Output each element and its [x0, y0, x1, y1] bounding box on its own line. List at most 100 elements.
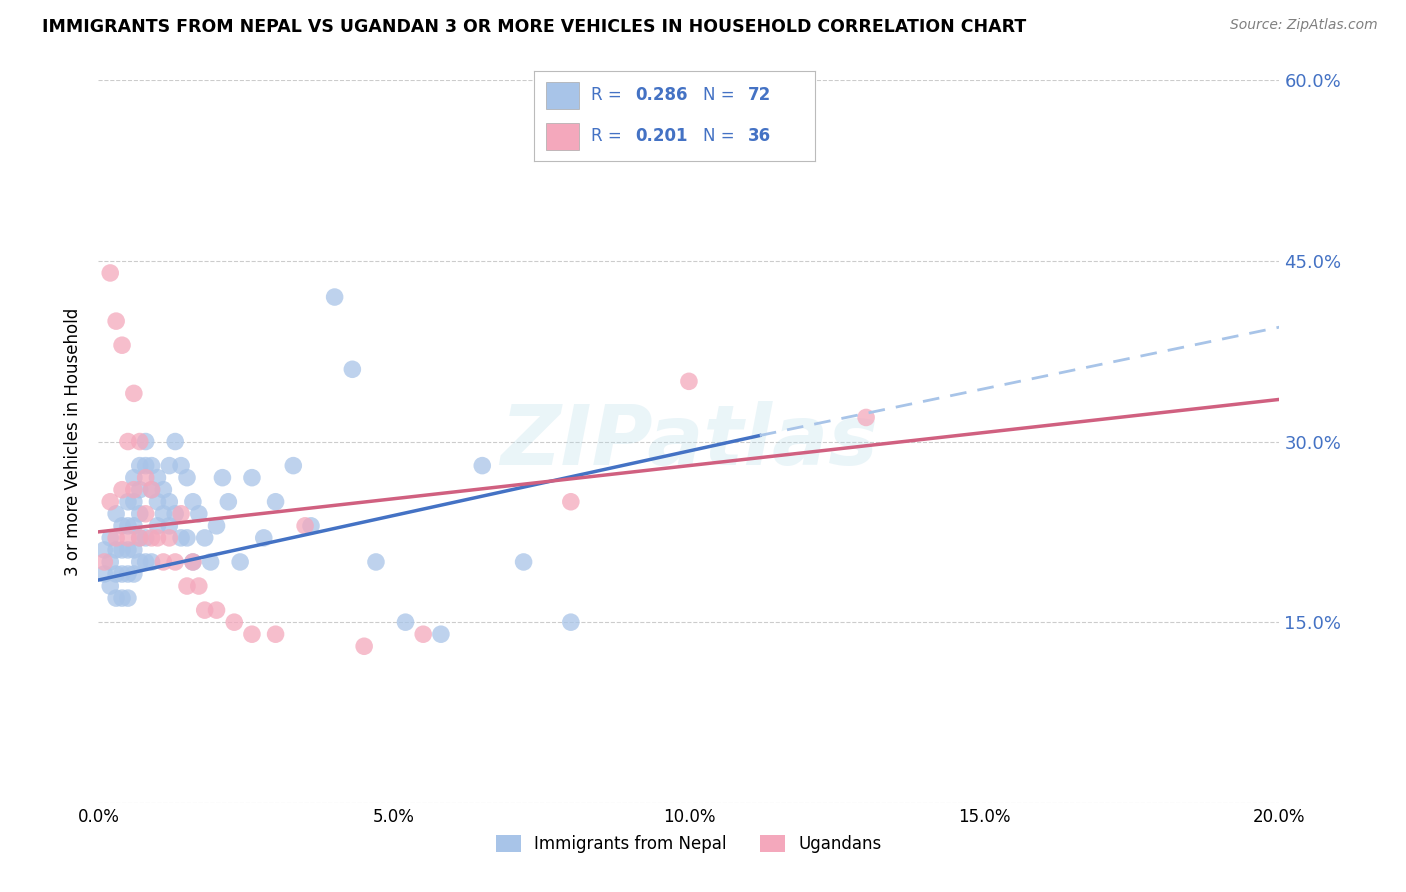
Text: Source: ZipAtlas.com: Source: ZipAtlas.com	[1230, 18, 1378, 32]
Y-axis label: 3 or more Vehicles in Household: 3 or more Vehicles in Household	[65, 308, 83, 575]
Point	[93, 567, 115, 582]
Point	[205, 603, 228, 617]
Point	[128, 507, 150, 521]
Point	[211, 470, 233, 484]
FancyBboxPatch shape	[546, 82, 579, 109]
Point	[117, 531, 139, 545]
Point	[141, 483, 163, 497]
Text: 0.201: 0.201	[636, 128, 688, 145]
Point	[135, 470, 157, 484]
Point	[342, 362, 364, 376]
Point	[117, 591, 139, 605]
Point	[560, 615, 582, 630]
Point	[187, 579, 209, 593]
Point	[128, 458, 150, 473]
Point	[105, 507, 128, 521]
Point	[117, 567, 139, 582]
Point	[122, 470, 145, 484]
Point	[323, 290, 346, 304]
Point	[240, 627, 263, 641]
Point	[471, 458, 494, 473]
Point	[105, 542, 128, 557]
Point	[200, 555, 222, 569]
Point	[98, 266, 121, 280]
Point	[512, 555, 534, 569]
Text: R =: R =	[591, 128, 627, 145]
Point	[105, 591, 128, 605]
Point	[141, 458, 163, 473]
Point	[128, 531, 150, 545]
Point	[165, 507, 187, 521]
Point	[855, 410, 877, 425]
Point	[181, 555, 204, 569]
Text: 0.286: 0.286	[636, 87, 688, 104]
Point	[93, 555, 115, 569]
Point	[299, 518, 322, 533]
Point	[560, 494, 582, 508]
Point	[111, 567, 134, 582]
Point	[141, 483, 163, 497]
Point	[117, 494, 139, 508]
Point	[152, 507, 174, 521]
Point	[128, 434, 150, 449]
Point	[157, 494, 180, 508]
Point	[117, 542, 139, 557]
Text: N =: N =	[703, 87, 740, 104]
Legend: Immigrants from Nepal, Ugandans: Immigrants from Nepal, Ugandans	[489, 828, 889, 860]
Point	[122, 567, 145, 582]
Point	[170, 458, 193, 473]
Point	[98, 531, 121, 545]
Point	[146, 470, 169, 484]
Point	[122, 483, 145, 497]
Point	[128, 531, 150, 545]
Point	[157, 518, 180, 533]
Point	[152, 555, 174, 569]
Point	[157, 531, 180, 545]
Point	[111, 591, 134, 605]
Point	[187, 507, 209, 521]
Point	[224, 615, 246, 630]
Point	[122, 542, 145, 557]
Point	[105, 567, 128, 582]
Text: N =: N =	[703, 128, 740, 145]
FancyBboxPatch shape	[546, 123, 579, 150]
Point	[135, 507, 157, 521]
Point	[98, 555, 121, 569]
Point	[181, 555, 204, 569]
Point	[412, 627, 434, 641]
Point	[678, 374, 700, 388]
Text: 36: 36	[748, 128, 770, 145]
Point	[240, 470, 263, 484]
Point	[737, 73, 759, 87]
Point	[117, 434, 139, 449]
Point	[176, 531, 198, 545]
Point	[205, 518, 228, 533]
Point	[117, 518, 139, 533]
Point	[135, 458, 157, 473]
Point	[165, 555, 187, 569]
Point	[176, 470, 198, 484]
Text: IMMIGRANTS FROM NEPAL VS UGANDAN 3 OR MORE VEHICLES IN HOUSEHOLD CORRELATION CHA: IMMIGRANTS FROM NEPAL VS UGANDAN 3 OR MO…	[42, 18, 1026, 36]
Point	[194, 603, 217, 617]
Point	[105, 531, 128, 545]
Point	[353, 639, 375, 653]
Point	[135, 555, 157, 569]
Point	[264, 627, 287, 641]
Point	[253, 531, 276, 545]
Point	[98, 494, 121, 508]
Point	[141, 531, 163, 545]
Point	[122, 518, 145, 533]
Text: ZIPatlas: ZIPatlas	[501, 401, 877, 482]
Point	[146, 518, 169, 533]
Point	[170, 507, 193, 521]
Point	[111, 483, 134, 497]
Point	[264, 494, 287, 508]
Point	[128, 483, 150, 497]
Point	[394, 615, 416, 630]
Point	[111, 338, 134, 352]
Point	[146, 494, 169, 508]
Point	[141, 555, 163, 569]
Point	[194, 531, 217, 545]
Point	[122, 494, 145, 508]
Point	[165, 434, 187, 449]
